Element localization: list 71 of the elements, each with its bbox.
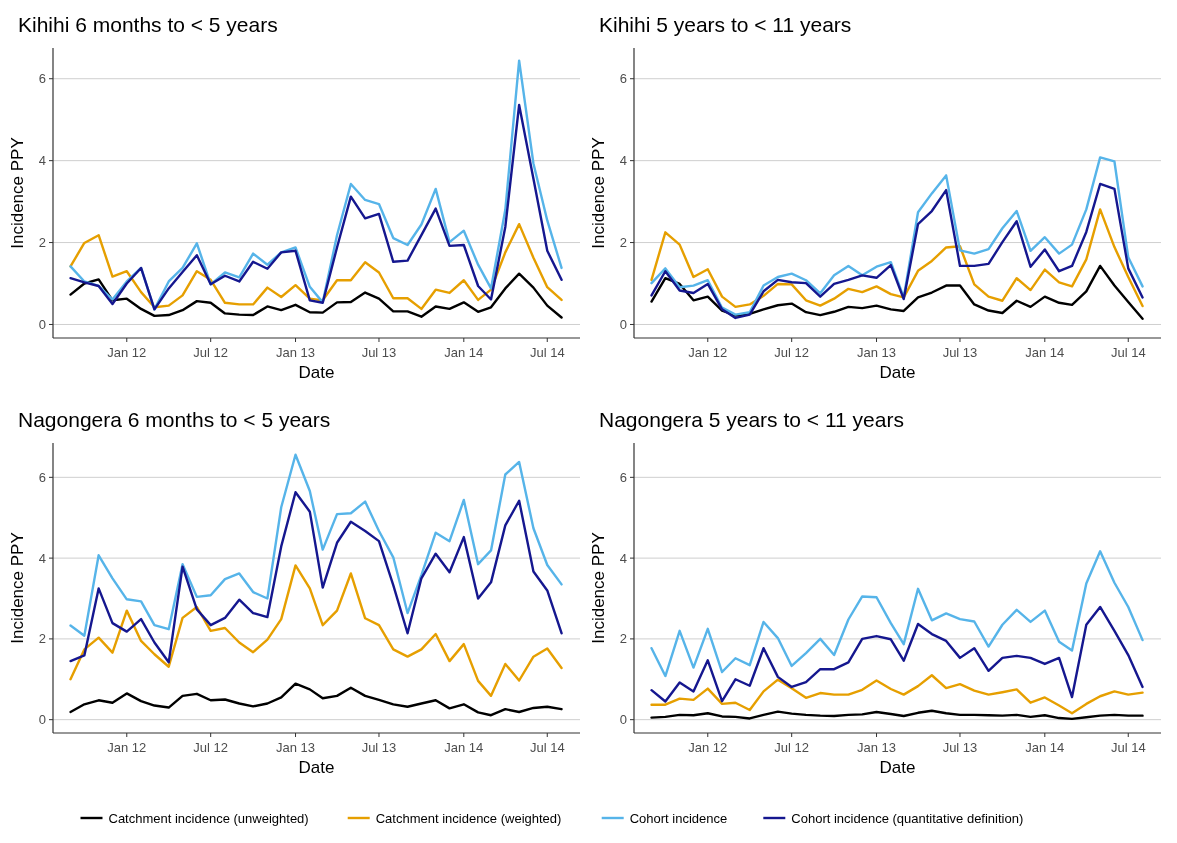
legend-label: Catchment incidence (unweighted) bbox=[108, 810, 309, 826]
x-tick-label: Jul 14 bbox=[1110, 345, 1146, 360]
x-tick-label: Jan 14 bbox=[1025, 345, 1065, 360]
line-series bbox=[69, 453, 563, 637]
line-series bbox=[650, 709, 1144, 721]
line-series bbox=[69, 564, 563, 698]
y-tick-label: 6 bbox=[619, 71, 627, 87]
x-tick-label: Jan 12 bbox=[688, 740, 728, 755]
x-tick-label: Jul 13 bbox=[361, 740, 397, 755]
line-series bbox=[69, 103, 563, 311]
y-tick-label: 6 bbox=[38, 469, 46, 485]
y-tick-label: 0 bbox=[38, 317, 46, 333]
chart-title: Nagongera 6 months to < 5 years bbox=[18, 408, 331, 431]
line-series bbox=[69, 272, 563, 319]
x-tick-label: Jan 13 bbox=[857, 345, 897, 360]
x-tick-label: Jul 12 bbox=[193, 740, 229, 755]
x-tick-label: Jan 13 bbox=[276, 740, 316, 755]
legend-label: Cohort incidence bbox=[629, 810, 728, 826]
y-tick-label: 6 bbox=[38, 71, 46, 87]
x-tick-label: Jul 13 bbox=[361, 345, 397, 360]
y-tick-label: 4 bbox=[619, 153, 627, 169]
chart-title: Nagongera 5 years to < 11 years bbox=[599, 408, 904, 431]
line-series bbox=[69, 222, 563, 311]
line-series bbox=[650, 208, 1144, 309]
y-tick-label: 2 bbox=[38, 235, 46, 251]
x-tick-label: Jul 14 bbox=[1110, 740, 1146, 755]
line-series bbox=[650, 550, 1144, 678]
line-series bbox=[69, 491, 563, 664]
line-series bbox=[650, 605, 1144, 703]
x-tick-label: Jan 12 bbox=[107, 345, 147, 360]
y-tick-label: 2 bbox=[619, 631, 627, 647]
y-tick-label: 4 bbox=[38, 153, 46, 169]
y-axis-title: Incidence PPY bbox=[8, 137, 27, 249]
x-tick-label: Jan 14 bbox=[444, 740, 484, 755]
y-tick-label: 0 bbox=[619, 712, 627, 728]
line-series bbox=[69, 682, 563, 717]
line-series bbox=[650, 674, 1144, 715]
x-tick-label: Jan 14 bbox=[1025, 740, 1065, 755]
x-axis-title: Date bbox=[298, 363, 335, 382]
x-tick-label: Jul 12 bbox=[774, 740, 810, 755]
y-tick-label: 2 bbox=[619, 235, 627, 251]
y-tick-label: 4 bbox=[619, 550, 627, 566]
x-tick-label: Jan 14 bbox=[444, 345, 484, 360]
x-tick-label: Jan 13 bbox=[857, 740, 897, 755]
y-tick-label: 0 bbox=[619, 317, 627, 333]
x-tick-label: Jul 12 bbox=[193, 345, 229, 360]
y-axis-title: Incidence PPY bbox=[589, 137, 608, 249]
chart-title: Kihihi 6 months to < 5 years bbox=[18, 13, 278, 36]
y-axis-title: Incidence PPY bbox=[8, 532, 27, 644]
x-tick-label: Jul 12 bbox=[774, 345, 810, 360]
line-series bbox=[650, 264, 1144, 320]
x-tick-label: Jan 13 bbox=[276, 345, 316, 360]
y-tick-label: 4 bbox=[38, 550, 46, 566]
legend-label: Cohort incidence (quantitative definition) bbox=[791, 810, 1024, 826]
x-tick-label: Jul 13 bbox=[942, 345, 978, 360]
x-tick-label: Jul 13 bbox=[942, 740, 978, 755]
x-axis-title: Date bbox=[879, 758, 916, 777]
x-tick-label: Jul 14 bbox=[529, 345, 565, 360]
x-axis-title: Date bbox=[879, 363, 916, 382]
chart-title: Kihihi 5 years to < 11 years bbox=[599, 13, 852, 36]
x-tick-label: Jan 12 bbox=[688, 345, 728, 360]
x-tick-label: Jul 14 bbox=[529, 740, 565, 755]
legend-label: Catchment incidence (weighted) bbox=[375, 810, 562, 826]
x-tick-label: Jan 12 bbox=[107, 740, 147, 755]
x-axis-title: Date bbox=[298, 758, 335, 777]
line-series bbox=[650, 156, 1144, 316]
line-series bbox=[650, 182, 1144, 320]
y-tick-label: 6 bbox=[619, 469, 627, 485]
y-axis-title: Incidence PPY bbox=[589, 532, 608, 644]
y-tick-label: 0 bbox=[38, 712, 46, 728]
y-tick-label: 2 bbox=[38, 631, 46, 647]
